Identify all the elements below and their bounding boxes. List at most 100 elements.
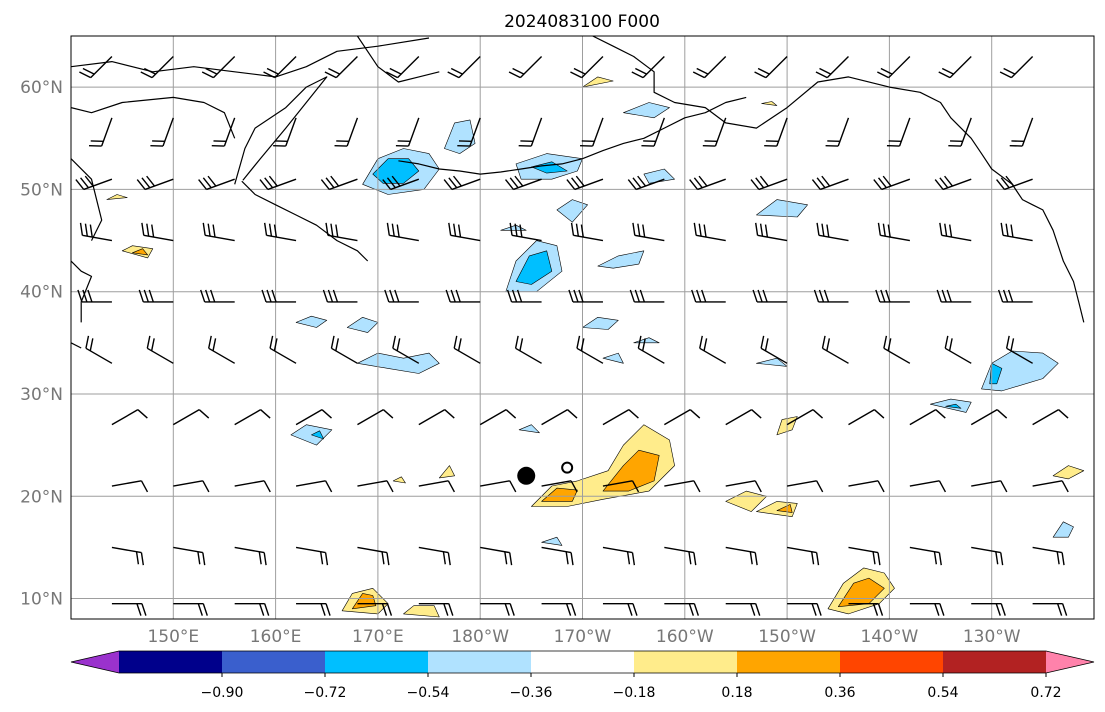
wind-barb <box>357 546 390 566</box>
barb-staff <box>635 178 665 191</box>
barb-flag <box>750 603 756 616</box>
wind-barb <box>234 409 271 426</box>
wind-barb <box>357 602 393 616</box>
barb-flag <box>816 177 826 189</box>
wind-barb <box>760 335 788 364</box>
barb-flag <box>816 222 820 236</box>
barb-flag <box>816 480 824 493</box>
wind-barb <box>146 335 174 364</box>
barb-flag <box>391 223 395 237</box>
wind-barb <box>357 409 394 426</box>
barb-flag <box>568 289 574 303</box>
barb-flag <box>143 289 149 303</box>
barb-flag <box>392 335 397 349</box>
wind-barb <box>443 175 481 191</box>
wind-barb <box>637 335 665 364</box>
contour-region <box>756 199 808 218</box>
barb-flag <box>941 67 954 75</box>
barb-flag <box>873 409 885 419</box>
barb-flag <box>811 179 821 190</box>
lon-tick-label: 150°W <box>758 627 816 647</box>
barb-flag <box>266 67 279 75</box>
barb-flag <box>324 71 337 79</box>
barb-flag <box>1061 552 1065 566</box>
wind-barb <box>453 335 481 364</box>
contour-region <box>602 449 660 492</box>
wind-barb <box>1032 546 1065 566</box>
barb-flag <box>877 177 887 189</box>
barb-flag <box>319 551 324 565</box>
barb-flag <box>141 222 145 236</box>
barb-flag <box>137 409 148 419</box>
barb-flag <box>823 289 830 303</box>
wind-barb <box>691 289 726 303</box>
barb-flag <box>944 335 949 349</box>
wind-barb <box>418 602 454 616</box>
contour-region <box>392 476 406 484</box>
contour-region <box>403 605 440 618</box>
wind-barb <box>664 480 701 493</box>
map-title: 2024083100 F000 <box>504 12 660 32</box>
barb-flag <box>202 603 208 616</box>
barb-flag <box>576 335 581 349</box>
barb-flag <box>512 67 525 75</box>
barb-flag <box>330 335 335 349</box>
barb-staff <box>909 409 937 426</box>
wind-barb <box>725 480 762 493</box>
barb-flag <box>79 222 84 236</box>
barb-flag <box>877 71 889 79</box>
barb-flag <box>453 223 457 237</box>
barb-flag <box>573 289 579 303</box>
barb-flag <box>138 289 144 303</box>
barb-staff <box>848 480 879 487</box>
barb-flag <box>453 335 458 349</box>
barb-flag <box>875 289 881 303</box>
barb-flag <box>258 551 262 565</box>
contour-region <box>531 161 568 174</box>
barb-flag <box>519 338 524 351</box>
barb-flag <box>263 222 268 236</box>
wind-barb <box>208 335 236 364</box>
barb-flag <box>570 552 574 566</box>
barb-flag <box>762 289 768 303</box>
barb-flag <box>509 177 519 189</box>
barb-flag <box>887 224 891 238</box>
contour-region <box>981 350 1059 392</box>
wind-barb <box>395 117 420 147</box>
barb-flag <box>1000 603 1006 616</box>
barb-flag <box>627 179 637 190</box>
wind-barb <box>85 335 113 364</box>
contour-region <box>756 357 788 367</box>
barb-flag <box>1003 67 1016 75</box>
wind-barb <box>971 546 1004 566</box>
barb-flag <box>939 177 949 189</box>
barb-flag <box>268 223 273 237</box>
wind-barb <box>1032 409 1069 426</box>
wind-barb <box>750 175 788 191</box>
barb-flag <box>80 177 89 189</box>
barb-flag <box>141 177 151 189</box>
barb-flag <box>626 551 631 565</box>
contour-region <box>776 504 793 513</box>
barb-flag <box>263 552 267 566</box>
barb-flag <box>634 289 641 303</box>
barb-flag <box>570 603 577 616</box>
barb-flag <box>815 552 820 566</box>
barb-flag <box>457 224 462 238</box>
wind-barb <box>322 289 358 303</box>
barb-flag <box>941 289 947 303</box>
barb-flag <box>813 289 820 303</box>
barb-flag <box>324 552 329 566</box>
contour-region <box>643 168 675 184</box>
contour-region <box>556 199 588 223</box>
colorbar-swatch <box>737 651 841 673</box>
contour-region <box>438 465 455 479</box>
wind-barb <box>418 546 451 566</box>
barb-flag <box>148 289 154 303</box>
barb-staff <box>573 234 604 242</box>
barb-flag <box>325 222 329 236</box>
barb-staff <box>295 409 323 426</box>
barb-flag <box>205 289 211 303</box>
barb-flag <box>627 603 633 616</box>
barb-staff <box>234 409 262 426</box>
